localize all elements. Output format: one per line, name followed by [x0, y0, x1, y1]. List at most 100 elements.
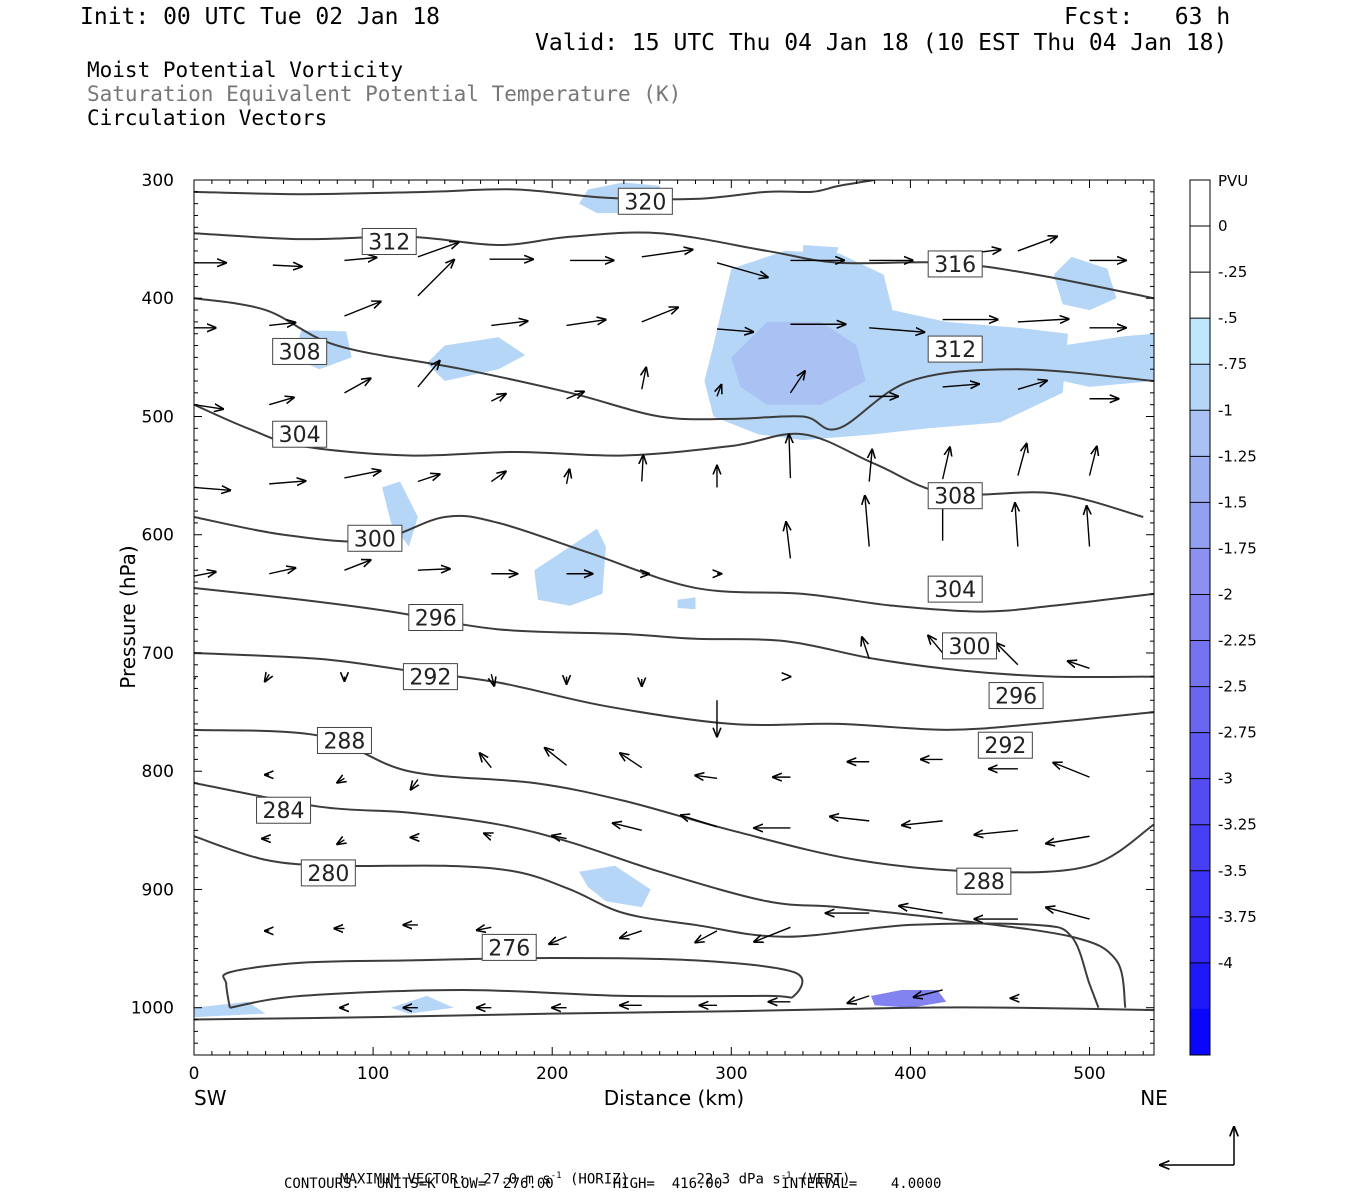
- vector-arrow: [1015, 503, 1018, 547]
- colorbar-label: -2.75: [1218, 724, 1257, 742]
- colorbar-swatch: [1190, 962, 1210, 1010]
- contour-label-box: [272, 337, 328, 365]
- vector-arrow: [862, 637, 870, 660]
- vector-arrow: [786, 522, 790, 559]
- mpv-region: [534, 528, 606, 606]
- contour-label-box: [347, 524, 403, 552]
- contour-label: 284: [263, 799, 305, 824]
- vector-arrow: [344, 471, 380, 479]
- contour-line: [194, 586, 1154, 679]
- vector-arrow: [344, 560, 370, 571]
- contour-label: 292: [984, 734, 1026, 759]
- contour-label: 316: [934, 253, 976, 278]
- colorbar: PVU 0 -.25 -.5 -.75 -1 -1.25 -1.5 -1.75 -2 -2.25 -2…: [1189, 172, 1257, 1056]
- vector-arrow: [411, 779, 418, 789]
- vector-arrow: [681, 815, 718, 828]
- vector-arrow: [869, 450, 872, 482]
- contour-label-box: [361, 227, 417, 255]
- contour-label: 292: [409, 666, 451, 691]
- max-vector-horiz-text: MAXIMUM VECTOR: 27.0 m s: [340, 1171, 551, 1188]
- vector-arrow: [613, 823, 642, 832]
- axes: 300 400 500 600 700 800 900 1000 0 100 200 300 400 50…: [116, 171, 1168, 1110]
- vector-arrow: [491, 674, 494, 686]
- colorbar-label: 0: [1218, 217, 1228, 235]
- field-label-mpv: Moist Potential Vorticity: [87, 58, 404, 82]
- vector-arrow: [717, 385, 721, 397]
- contour-label-box: [927, 250, 983, 278]
- x-axis-title: Distance (km): [604, 1086, 744, 1110]
- contour-label-box: [617, 187, 673, 215]
- vector-arrow: [337, 840, 344, 844]
- vector-arrow: [194, 572, 216, 576]
- contour-label: 308: [279, 340, 321, 365]
- axis-ticks: [193, 179, 1154, 1056]
- vector-arrow: [942, 384, 979, 387]
- endpoint-ne: NE: [1140, 1086, 1168, 1110]
- max-vector-line: MAXIMUM VECTOR: 27.0 m s-1 (HORIZ) 22.3 …: [340, 1158, 851, 1187]
- contour-line: [194, 1006, 1154, 1021]
- contour-label-box: [977, 731, 1033, 759]
- vector-arrow: [265, 674, 269, 681]
- vector-arrow: [642, 368, 646, 390]
- reference-vector-icon: [1160, 1127, 1234, 1165]
- unit-exponent: -1: [780, 1171, 792, 1181]
- colorbar-label: -2.25: [1218, 632, 1257, 650]
- contour-line: [194, 651, 1154, 731]
- vector-arrow: [641, 250, 693, 258]
- contour-label: 296: [995, 685, 1037, 710]
- colorbar-label: -.5: [1218, 309, 1238, 327]
- contour-label: 300: [949, 635, 991, 660]
- contour-label: 276: [488, 936, 530, 961]
- vector-arrow: [1087, 506, 1090, 547]
- colorbar-frame: [1189, 179, 1211, 1056]
- colorbar-label: -3.5: [1218, 862, 1247, 880]
- contour-label-box: [988, 682, 1044, 710]
- contour-line: [194, 514, 1154, 613]
- vector-arrow: [477, 927, 492, 930]
- contour-label: 312: [368, 230, 410, 255]
- field-label-vectors: Circulation Vectors: [87, 106, 328, 130]
- colorbar-label: -3: [1218, 770, 1233, 788]
- colorbar-swatch: [1190, 410, 1210, 457]
- contour-label-box: [927, 335, 983, 363]
- contour-label-box: [256, 796, 312, 824]
- contour-label: 304: [934, 578, 976, 603]
- colorbar-swatch: [1190, 732, 1210, 780]
- vector-arrow: [552, 836, 567, 839]
- vector-arrow: [417, 242, 459, 258]
- contour-label-box: [942, 632, 998, 660]
- vector-arrow: [642, 455, 643, 482]
- colorbar-swatch: [1190, 364, 1210, 411]
- vector-arrow: [484, 833, 491, 836]
- vector-arrow: [344, 258, 376, 261]
- colorbar-label: -2.5: [1218, 678, 1247, 696]
- contour-label: 296: [415, 607, 457, 632]
- vector-arrow: [490, 471, 506, 483]
- contour-label-box: [272, 420, 328, 448]
- mpv-region: [391, 995, 454, 1014]
- mpv-region: [579, 865, 651, 908]
- colorbar-label: -2: [1218, 585, 1233, 603]
- colorbar-swatch: [1190, 456, 1210, 503]
- vector-arrow: [187, 674, 194, 681]
- mpv-region: [731, 321, 866, 405]
- contour-labels: 3203163123123083083043043003002962962922…: [256, 187, 1044, 961]
- contour-label: 280: [307, 862, 349, 887]
- colorbar-label: -1.75: [1218, 539, 1257, 557]
- colorbar-swatch: [1190, 916, 1210, 964]
- vector-arrow: [1053, 763, 1090, 778]
- colorbar-swatch: [1190, 594, 1210, 642]
- vector-arrow: [1017, 319, 1069, 322]
- vector-arrow: [480, 753, 492, 769]
- vector-arrow: [914, 989, 943, 997]
- unit-exponent: -1: [550, 1171, 562, 1181]
- vector-arrow: [269, 568, 295, 575]
- vector-arrow: [269, 397, 294, 406]
- y-tick-label: 1000: [131, 999, 174, 1019]
- colorbar-swatch: [1190, 1008, 1210, 1056]
- colorbar-swatch: [1190, 318, 1210, 365]
- colorbar-label: -1.5: [1218, 493, 1247, 511]
- contour-line: [194, 231, 1154, 300]
- vector-arrow: [869, 328, 924, 332]
